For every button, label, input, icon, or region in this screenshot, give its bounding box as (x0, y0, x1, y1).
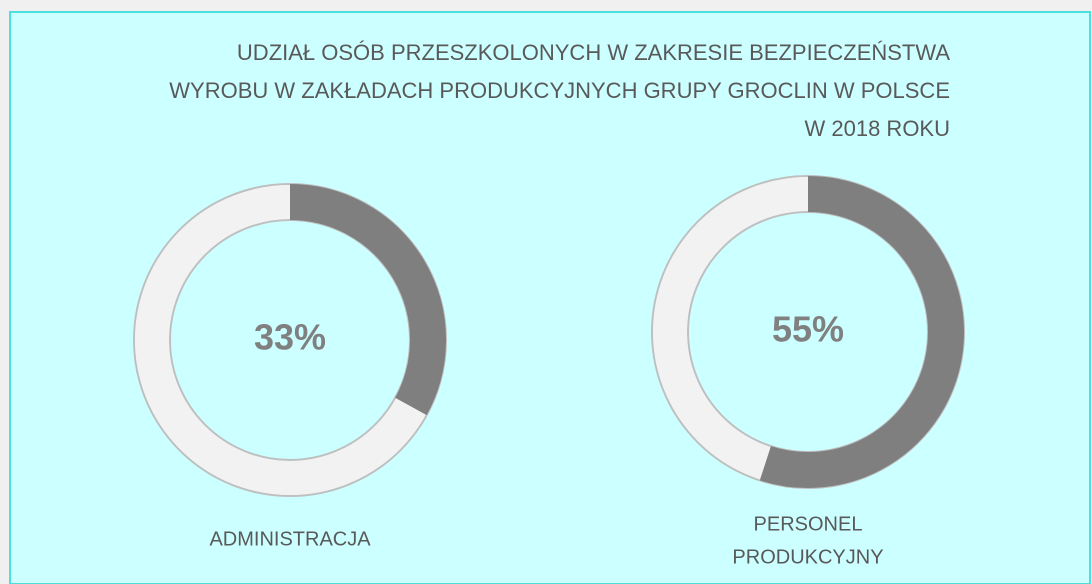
chart-title: W 2018 ROKU (805, 116, 951, 141)
donut-segment (759, 176, 964, 488)
donut-label: PRODUKCYJNY (732, 546, 883, 568)
donut-label: PERSONEL (754, 513, 863, 535)
chart-title: WYROBU W ZAKŁADACH PRODUKCYJNYCH GRUPY G… (169, 78, 950, 103)
background (9, 11, 1091, 584)
value-label: 33% (254, 317, 326, 358)
value-label: 55% (772, 309, 844, 350)
donut-label: ADMINISTRACJA (209, 528, 371, 550)
chart-title: UDZIAŁ OSÓB PRZESZKOLONYCH W ZAKRESIE BE… (237, 40, 950, 65)
donut-segment (289, 184, 446, 416)
